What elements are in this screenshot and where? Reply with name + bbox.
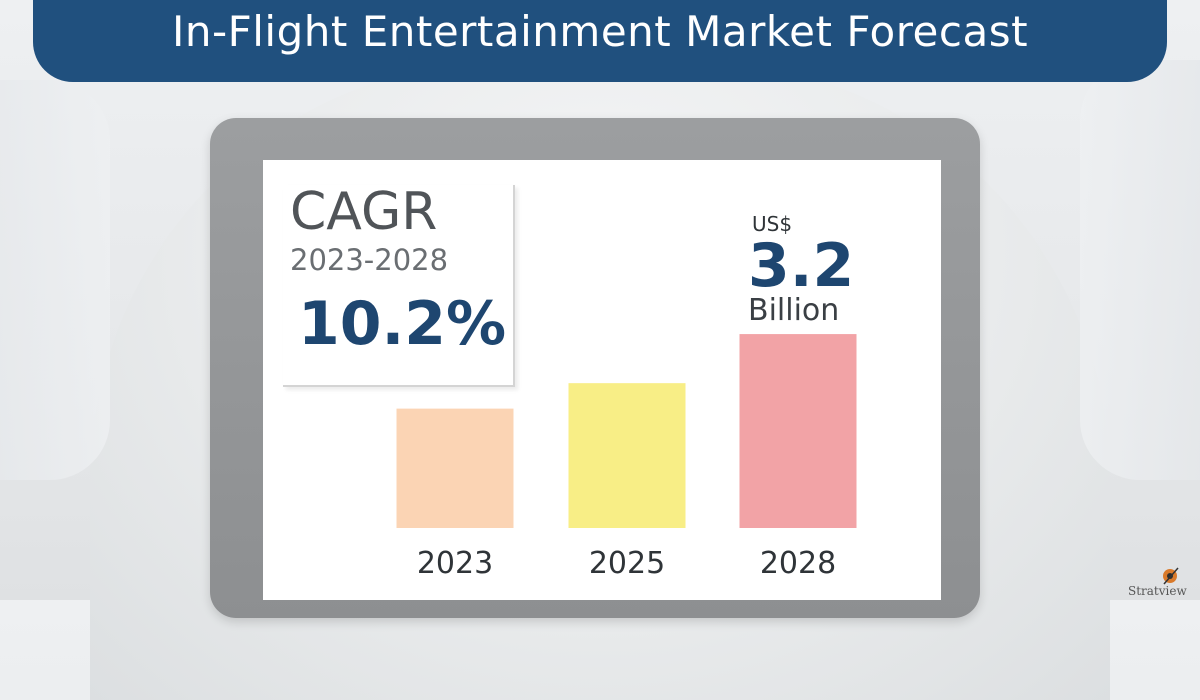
x-tick-label-2025: 2025 (589, 546, 665, 581)
page-title: In-Flight Entertainment Market Forecast (171, 7, 1029, 56)
stratview-logo-icon (1163, 567, 1179, 585)
cagr-period: 2023-2028 (290, 243, 449, 277)
cagr-label: CAGR (290, 182, 438, 242)
x-tick-label-2028: 2028 (760, 546, 836, 581)
bar-2023 (396, 408, 514, 528)
logo-text: Stratview (1128, 584, 1187, 598)
cabin-right-wall (1080, 60, 1200, 480)
cagr-panel (283, 185, 515, 387)
cabin-left-wall (0, 80, 110, 480)
x-tick-label-2023: 2023 (417, 546, 493, 581)
bar-2028 (739, 334, 857, 528)
title-banner: In-Flight Entertainment Market Forecast (33, 0, 1167, 82)
forecast-unit: Billion (748, 293, 840, 328)
bar-2025 (568, 383, 686, 528)
market-bar-chart: 2023 2025 2028 (396, 334, 857, 581)
forecast-currency: US$ (752, 212, 793, 236)
cagr-value: 10.2% (298, 289, 507, 359)
forecast-value: 3.2 (748, 231, 855, 301)
